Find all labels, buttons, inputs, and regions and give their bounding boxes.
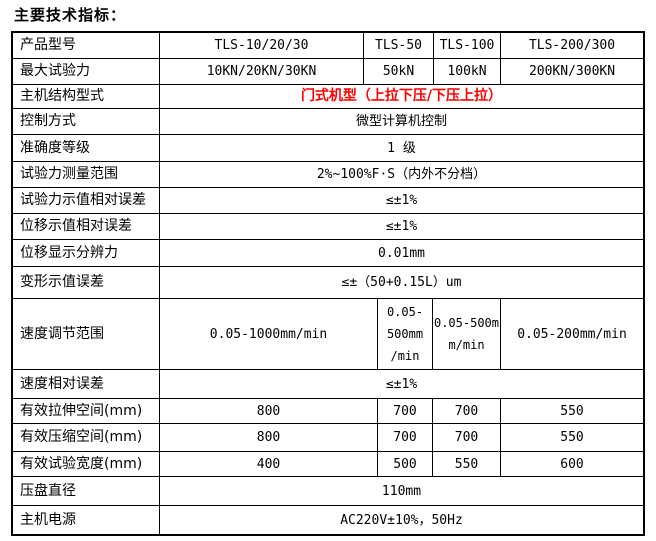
row-label: 有效压缩空间(mm) xyxy=(13,424,160,451)
row-label: 试验力示值相对误差 xyxy=(13,188,160,213)
spec-value: 600 xyxy=(560,456,584,472)
spec-value: 2%~100%F·S（内外不分档） xyxy=(316,167,487,182)
spec-value: 200KN/300KN xyxy=(528,64,616,79)
spec-value: 800 xyxy=(160,424,378,451)
table-row-control-mode: 控制方式 微型计算机控制 xyxy=(13,109,643,135)
spec-value: 0.05-200mm/min xyxy=(517,326,627,342)
table-row-power-supply: 主机电源 AC220V±10%，50Hz xyxy=(13,506,643,534)
table-row-frame-type: 主机结构型式 门式机型（上拉下压/下压上拉） xyxy=(13,85,643,109)
spec-value: 500 xyxy=(378,452,433,476)
table-row-force-error: 试验力示值相对误差 ≤±1% xyxy=(13,188,643,214)
spec-value: TLS-200/300 xyxy=(528,38,616,53)
spec-value: 550 xyxy=(560,403,584,419)
row-label: 主机电源 xyxy=(13,506,160,534)
row-label: 有效拉伸空间(mm) xyxy=(13,399,160,423)
row-label: 位移示值相对误差 xyxy=(13,214,160,239)
spec-value: ≤±（50+0.15L）um xyxy=(341,275,462,290)
table-row-product-model: 产品型号 TLS-10/20/30 TLS-50 TLS-100 TLS-200… xyxy=(13,33,643,59)
spec-value: 50kN xyxy=(364,59,434,84)
spec-value: 1 级 xyxy=(387,140,416,156)
spec-value: 110mm xyxy=(381,483,422,499)
table-row-speed-range: 速度调节范围 0.05-1000mm/min 0.05- 500mm /min … xyxy=(13,299,643,370)
row-label: 有效试验宽度(mm) xyxy=(13,452,160,476)
spec-value: TLS-10/20/30 xyxy=(160,33,364,58)
spec-value: 700 xyxy=(433,424,501,451)
spec-value: 700 xyxy=(433,399,501,423)
spec-value: 700 xyxy=(378,399,433,423)
row-label: 最大试验力 xyxy=(13,59,160,84)
row-label: 变形示值误差 xyxy=(13,267,160,298)
spec-value: 0.05-1000mm/min xyxy=(160,299,378,369)
table-row-displacement-resolution: 位移显示分辨力 0.01mm xyxy=(13,240,643,267)
row-label: 准确度等级 xyxy=(13,135,160,161)
table-row-deformation-error: 变形示值误差 ≤±（50+0.15L）um xyxy=(13,267,643,299)
table-row-displacement-error: 位移示值相对误差 ≤±1% xyxy=(13,214,643,240)
row-label: 速度相对误差 xyxy=(13,370,160,398)
spec-value: 800 xyxy=(160,399,378,423)
table-row-speed-error: 速度相对误差 ≤±1% xyxy=(13,370,643,399)
row-label: 位移显示分辨力 xyxy=(13,240,160,266)
row-label: 速度调节范围 xyxy=(13,299,160,369)
spec-value-highlighted: 门式机型（上拉下压/下压上拉） xyxy=(300,88,503,104)
row-label: 压盘直径 xyxy=(13,477,160,505)
spec-value: ≤±1% xyxy=(385,193,418,208)
spec-table: 产品型号 TLS-10/20/30 TLS-50 TLS-100 TLS-200… xyxy=(11,31,645,536)
spec-value: 550 xyxy=(560,430,584,445)
spec-value: ≤±1% xyxy=(385,219,418,234)
table-row-tension-space: 有效拉伸空间(mm) 800 700 700 550 xyxy=(13,399,643,424)
row-label: 控制方式 xyxy=(13,109,160,134)
spec-value: 0.05-500m m/min xyxy=(433,299,501,369)
spec-value: 微型计算机控制 xyxy=(355,114,447,129)
spec-value: 700 xyxy=(378,424,433,451)
spec-value: 400 xyxy=(160,452,378,476)
spec-value: TLS-50 xyxy=(364,33,434,58)
table-row-force-range: 试验力测量范围 2%~100%F·S（内外不分档） xyxy=(13,162,643,188)
row-label: 产品型号 xyxy=(13,33,160,58)
table-row-accuracy-class: 准确度等级 1 级 xyxy=(13,135,643,162)
row-label: 试验力测量范围 xyxy=(13,162,160,187)
spec-value: 0.05- 500mm /min xyxy=(378,299,433,369)
table-row-compression-space: 有效压缩空间(mm) 800 700 700 550 xyxy=(13,424,643,452)
spec-value: 0.01mm xyxy=(378,245,425,261)
spec-value: AC220V±10%，50Hz xyxy=(340,512,463,528)
table-row-max-force: 最大试验力 10KN/20KN/30KN 50kN 100kN 200KN/30… xyxy=(13,59,643,85)
spec-value: 100kN xyxy=(434,59,501,84)
table-row-test-width: 有效试验宽度(mm) 400 500 550 600 xyxy=(13,452,643,477)
row-label: 主机结构型式 xyxy=(13,85,160,108)
spec-value: TLS-100 xyxy=(434,33,501,58)
page-title: 主要技术指标： xyxy=(14,6,127,24)
spec-value: 550 xyxy=(433,452,501,476)
spec-value: 10KN/20KN/30KN xyxy=(160,59,364,84)
table-row-platen-diameter: 压盘直径 110mm xyxy=(13,477,643,506)
spec-value: ≤±1% xyxy=(385,376,418,392)
